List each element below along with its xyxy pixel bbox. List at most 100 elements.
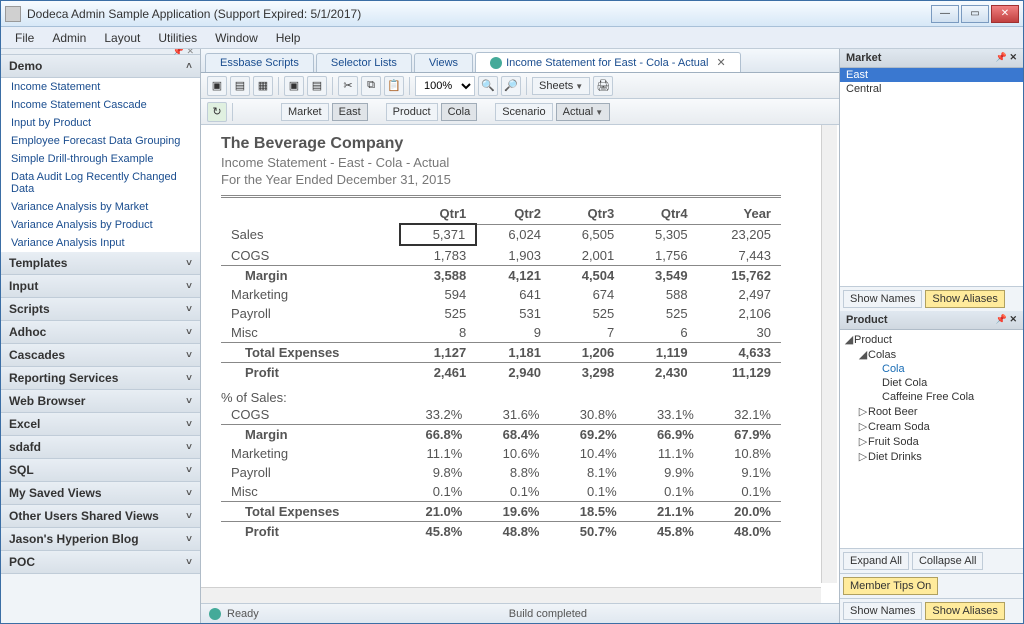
tree-caffeine-free[interactable]: Caffeine Free Cola — [882, 391, 974, 403]
table-row[interactable]: Total Expenses1,1271,1811,2061,1194,633 — [221, 343, 781, 363]
market-value[interactable]: East — [332, 103, 368, 121]
maximize-button[interactable]: ▭ — [961, 5, 989, 23]
sidebar-item[interactable]: Input by Product — [1, 114, 200, 132]
tree-toggle-icon[interactable]: ▷ — [858, 420, 868, 433]
copy-icon[interactable]: ⧉ — [361, 76, 381, 96]
cut-icon[interactable]: ✂ — [338, 76, 358, 96]
sidebar-item[interactable]: Variance Analysis by Market — [1, 198, 200, 216]
vertical-scrollbar[interactable] — [821, 125, 837, 583]
table-row[interactable]: Payroll5255315255252,106 — [221, 304, 781, 323]
tree-toggle-icon[interactable]: ◢ — [858, 348, 868, 361]
table-row[interactable]: Payroll9.8%8.8%8.1%9.9%9.1% — [221, 463, 781, 482]
table-row[interactable]: Sales5,3716,0246,5055,30523,205 — [221, 224, 781, 245]
horizontal-scrollbar[interactable] — [201, 587, 821, 603]
table-row[interactable]: Misc0.1%0.1%0.1%0.1%0.1% — [221, 482, 781, 502]
scenario-value[interactable]: Actual▼ — [556, 103, 611, 121]
table-row[interactable]: Marketing11.1%10.6%10.4%11.1%10.8% — [221, 444, 781, 463]
sidebar-section[interactable]: SQL˅ — [1, 459, 200, 482]
table-row[interactable]: Margin3,5884,1214,5043,54915,762 — [221, 266, 781, 286]
zoom-out-icon[interactable]: 🔍 — [478, 76, 498, 96]
tree-product[interactable]: Product — [854, 334, 892, 346]
tree-fruit-soda[interactable]: Fruit Soda — [868, 436, 919, 448]
sidebar-item[interactable]: Income Statement — [1, 78, 200, 96]
zoom-in-icon[interactable]: 🔎 — [501, 76, 521, 96]
menu-window[interactable]: Window — [207, 29, 266, 47]
show-aliases-button[interactable]: Show Aliases — [925, 290, 1004, 308]
table-row[interactable]: Profit2,4612,9403,2982,43011,129 — [221, 363, 781, 383]
sidebar-section[interactable]: Reporting Services˅ — [1, 367, 200, 390]
sidebar-item[interactable]: Income Statement Cascade — [1, 96, 200, 114]
sidebar-item[interactable]: Variance Analysis by Product — [1, 216, 200, 234]
sidebar-section[interactable]: Jason's Hyperion Blog˅ — [1, 528, 200, 551]
table-row[interactable]: COGS1,7831,9032,0011,7567,443 — [221, 245, 781, 266]
expand-all-button[interactable]: Expand All — [843, 552, 909, 570]
menu-layout[interactable]: Layout — [96, 29, 148, 47]
market-item-central[interactable]: Central — [840, 82, 1023, 96]
toolbar-btn-5[interactable]: ▤ — [307, 76, 327, 96]
tree-cola[interactable]: Cola — [882, 363, 905, 375]
table-row[interactable]: Profit45.8%48.8%50.7%45.8%48.0% — [221, 522, 781, 542]
sidebar-item[interactable]: Simple Drill-through Example — [1, 150, 200, 168]
sidebar-section[interactable]: Adhoc˅ — [1, 321, 200, 344]
toolbar-btn-3[interactable]: ▦ — [253, 76, 273, 96]
tab-essbase-scripts[interactable]: Essbase Scripts — [205, 53, 314, 72]
table-row[interactable]: COGS33.2%31.6%30.8%33.1%32.1% — [221, 405, 781, 425]
menu-utilities[interactable]: Utilities — [150, 29, 205, 47]
tree-toggle-icon[interactable]: ▷ — [858, 405, 868, 418]
tab-income-statement[interactable]: Income Statement for East - Cola - Actua… — [475, 52, 741, 72]
table-row[interactable]: Misc897630 — [221, 323, 781, 343]
menu-admin[interactable]: Admin — [44, 29, 94, 47]
sidebar-section[interactable]: Templates˅ — [1, 252, 200, 275]
print-icon[interactable]: 🖨 — [593, 76, 613, 96]
sidebar-section[interactable]: Scripts˅ — [1, 298, 200, 321]
menu-help[interactable]: Help — [268, 29, 309, 47]
sidebar-section[interactable]: My Saved Views˅ — [1, 482, 200, 505]
sidebar-item[interactable]: Data Audit Log Recently Changed Data — [1, 168, 200, 198]
table-row[interactable]: Total Expenses21.0%19.6%18.5%21.1%20.0% — [221, 502, 781, 522]
product-panel-header[interactable]: Product📌 ✕ — [840, 311, 1023, 330]
sidebar-section[interactable]: Web Browser˅ — [1, 390, 200, 413]
sidebar-section[interactable]: Excel˅ — [1, 413, 200, 436]
tab-views[interactable]: Views — [414, 53, 473, 72]
member-tips-button[interactable]: Member Tips On — [843, 577, 938, 595]
sidebar-item[interactable]: Employee Forecast Data Grouping — [1, 132, 200, 150]
close-button[interactable]: ✕ — [991, 5, 1019, 23]
show-names-button-2[interactable]: Show Names — [843, 602, 922, 620]
tree-cream-soda[interactable]: Cream Soda — [868, 421, 930, 433]
tree-toggle-icon[interactable]: ◢ — [844, 333, 854, 346]
tree-diet-cola[interactable]: Diet Cola — [882, 377, 927, 389]
paste-icon[interactable]: 📋 — [384, 76, 404, 96]
tree-colas[interactable]: Colas — [868, 349, 896, 361]
refresh-icon[interactable]: ↻ — [207, 102, 227, 122]
market-item-east[interactable]: East — [840, 68, 1023, 82]
tree-root-beer[interactable]: Root Beer — [868, 406, 918, 418]
sidebar-section[interactable]: Input˅ — [1, 275, 200, 298]
collapse-all-button[interactable]: Collapse All — [912, 552, 983, 570]
tree-toggle-icon[interactable]: ▷ — [858, 450, 868, 463]
sidebar-item[interactable]: Variance Analysis Input — [1, 234, 200, 252]
toolbar-btn-1[interactable]: ▣ — [207, 76, 227, 96]
sheets-dropdown[interactable]: Sheets▼ — [532, 77, 590, 95]
sidebar-section[interactable]: POC˅ — [1, 551, 200, 574]
show-names-button[interactable]: Show Names — [843, 290, 922, 308]
sidebar-section[interactable]: sdafd˅ — [1, 436, 200, 459]
tree-diet-drinks[interactable]: Diet Drinks — [868, 451, 922, 463]
product-value[interactable]: Cola — [441, 103, 478, 121]
pin-icon[interactable]: 📌 ✕ — [996, 52, 1017, 64]
show-aliases-button-2[interactable]: Show Aliases — [925, 602, 1004, 620]
sidebar-section[interactable]: Other Users Shared Views˅ — [1, 505, 200, 528]
table-row[interactable]: Marketing5946416745882,497 — [221, 285, 781, 304]
tree-toggle-icon[interactable]: ▷ — [858, 435, 868, 448]
sidebar-section-demo[interactable]: Demo˄ — [1, 55, 200, 78]
menu-file[interactable]: File — [7, 29, 42, 47]
minimize-button[interactable]: — — [931, 5, 959, 23]
table-row[interactable]: Margin66.8%68.4%69.2%66.9%67.9% — [221, 425, 781, 445]
pin-icon[interactable]: 📌 ✕ — [996, 314, 1017, 326]
tab-selector-lists[interactable]: Selector Lists — [316, 53, 412, 72]
sidebar-section[interactable]: Cascades˅ — [1, 344, 200, 367]
zoom-select[interactable]: 100% — [415, 76, 475, 96]
toolbar-btn-4[interactable]: ▣ — [284, 76, 304, 96]
tab-close-icon[interactable]: ✕ — [716, 56, 725, 69]
market-panel-header[interactable]: Market📌 ✕ — [840, 49, 1023, 68]
toolbar-btn-2[interactable]: ▤ — [230, 76, 250, 96]
